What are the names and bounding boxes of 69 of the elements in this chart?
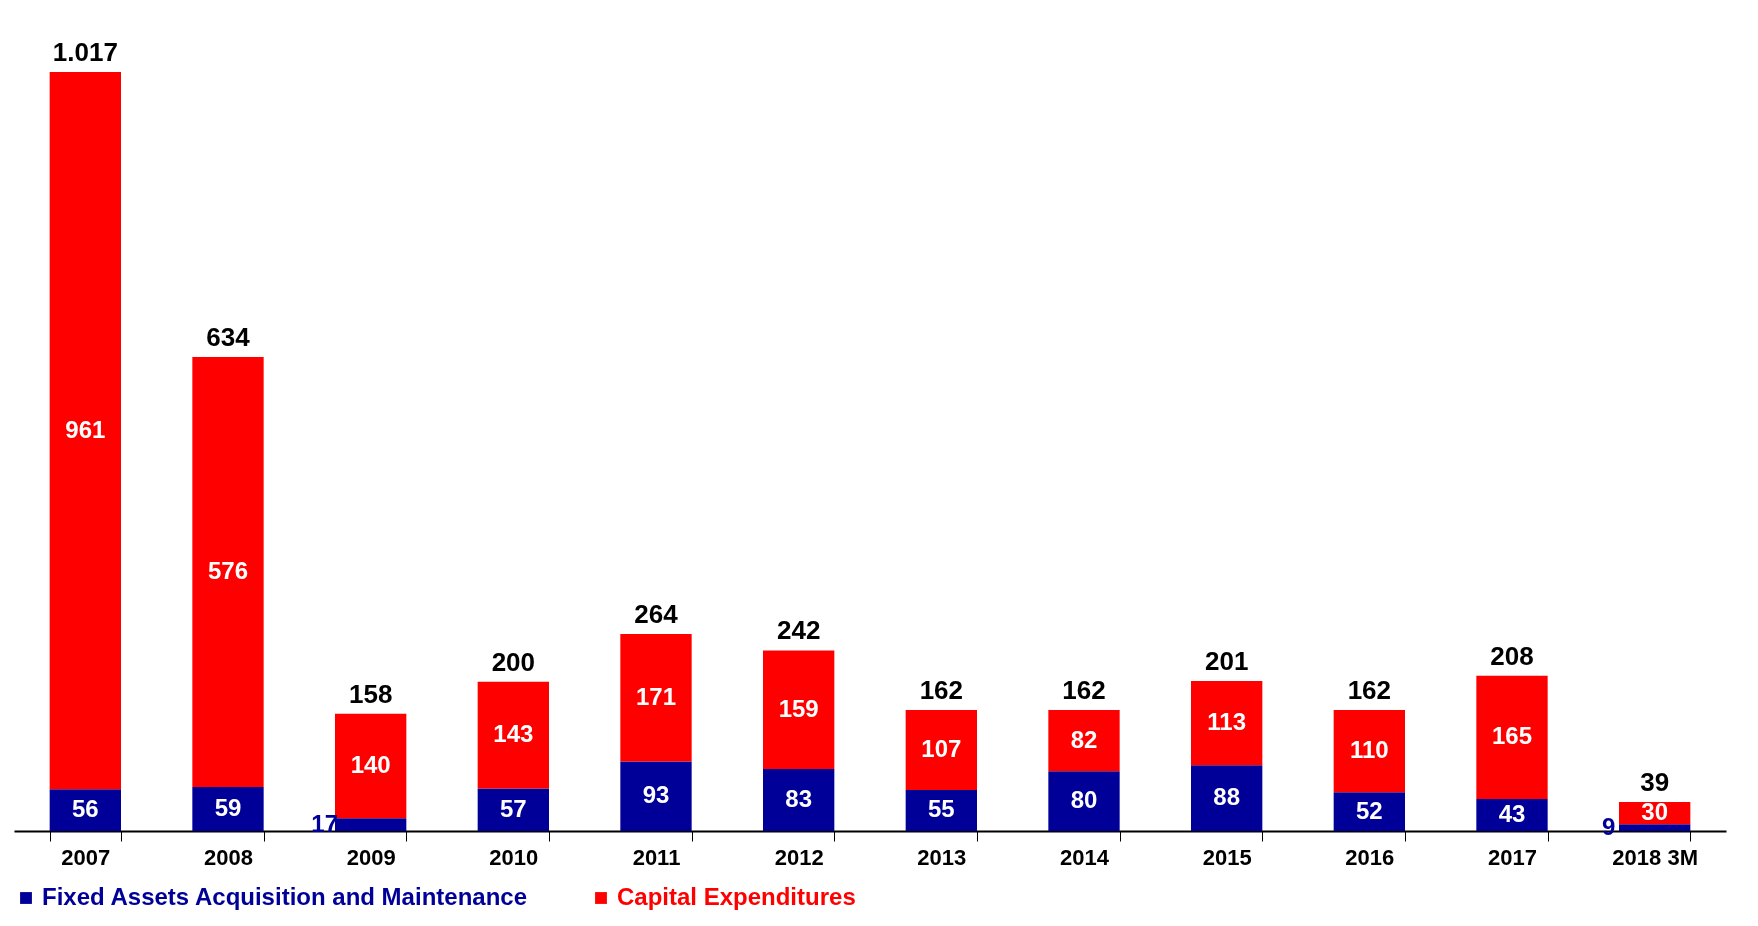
data-label: 140 [350, 751, 391, 779]
legend-label: Capital Expenditures [617, 883, 856, 910]
data-label: 576 [207, 557, 249, 585]
bar [763, 650, 835, 770]
total-label: 162 [919, 675, 964, 706]
total-label: 162 [1347, 675, 1392, 706]
bar [1333, 710, 1405, 793]
data-label: 56 [71, 795, 99, 823]
x-tick-label: 2016 [1345, 844, 1395, 870]
x-tick-label: 2010 [489, 844, 539, 870]
x-tick-label: 2017 [1488, 844, 1537, 870]
total-label: 158 [348, 678, 393, 709]
data-label: 30 [1641, 798, 1669, 826]
bar [763, 769, 835, 831]
data-label: 83 [785, 785, 813, 813]
x-tick-label: 2018 3M [1612, 844, 1698, 870]
bar [1191, 765, 1263, 831]
total-label: 162 [1062, 675, 1106, 706]
x-tick-label: 2008 [204, 844, 253, 870]
data-label: 59 [214, 793, 242, 821]
x-tick-label: 2011 [632, 844, 681, 870]
x-tick-label: 2015 [1202, 844, 1252, 870]
bar [1619, 824, 1691, 831]
total-label: 201 [1204, 645, 1249, 676]
data-label: 159 [778, 694, 819, 722]
bar [192, 786, 264, 831]
total-label: 1.017 [52, 37, 118, 67]
bar [1048, 710, 1120, 772]
legend-label: Fixed Assets Acquisition and Maintenance [42, 883, 527, 910]
bar [620, 633, 692, 762]
bar [49, 789, 121, 831]
x-tick-label: 2013 [917, 844, 967, 870]
data-label: 107 [921, 735, 962, 763]
total-label: 39 [1640, 766, 1670, 797]
data-label: 57 [499, 794, 527, 822]
data-label: 93 [642, 781, 670, 809]
data-label: 110 [1349, 736, 1389, 764]
bar [335, 713, 407, 819]
bar [1048, 771, 1120, 831]
data-label: 43 [1498, 799, 1526, 827]
bar [49, 72, 121, 790]
data-label: 88 [1213, 783, 1241, 811]
total-label: 242 [776, 615, 821, 646]
data-label: 55 [927, 795, 955, 823]
total-label: 200 [491, 646, 536, 677]
bar [1476, 675, 1548, 799]
bar [620, 761, 692, 831]
data-label: 80 [1070, 786, 1098, 814]
bar [1191, 680, 1263, 766]
data-label: 82 [1070, 725, 1098, 753]
total-label: 264 [634, 598, 679, 629]
bar [477, 681, 549, 789]
total-label: 634 [206, 322, 251, 353]
data-label: 961 [65, 415, 106, 443]
x-tick-label: 2009 [346, 844, 396, 870]
data-label: 143 [493, 720, 534, 748]
x-tick-label: 2014 [1060, 844, 1110, 870]
total-label: 208 [1490, 640, 1534, 671]
bar [477, 788, 549, 831]
bar [335, 818, 407, 831]
data-label: 165 [1491, 722, 1533, 750]
x-tick-label: 2007 [61, 844, 111, 870]
bar [905, 710, 977, 790]
data-label: 113 [1207, 708, 1247, 736]
bar [1333, 792, 1405, 831]
x-tick-label: 2012 [774, 844, 824, 870]
bar [192, 357, 264, 787]
data-label: 171 [635, 682, 677, 710]
data-label: 52 [1355, 796, 1383, 824]
